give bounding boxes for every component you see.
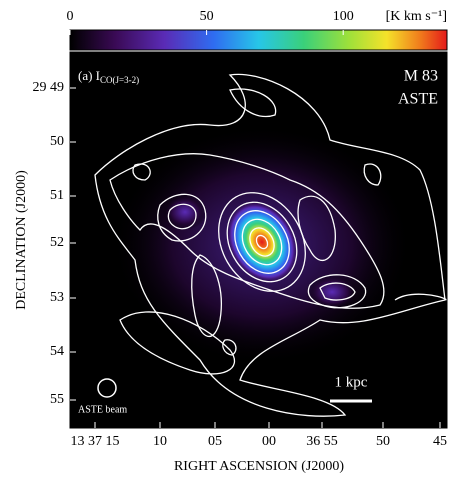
object-name: M 83 [404,68,438,85]
x-tick-label: 45 [433,434,447,449]
beam-label: ASTE beam [78,404,127,415]
y-tick-label: 54 [50,344,64,359]
contours [94,73,447,417]
panel-frame [69,51,448,429]
colorbar [69,29,448,51]
y-axis-title: DECLINATION (J2000) [14,170,29,310]
telescope-name: ASTE [398,91,438,108]
bar-end-emission [163,194,207,230]
x-axis-title: RIGHT ASCENSION (J2000) [174,459,344,474]
x-tick-label: 36 55 [306,434,338,449]
panel-label-sub: CO(J=3-2) [100,75,139,85]
y-tick-label: 52 [50,235,64,250]
emission-map [94,73,447,417]
x-tick-label: 10 [153,434,167,449]
colorbar-tick-label: 0 [67,9,74,24]
y-tick-label: 53 [50,290,64,305]
colorbar-tick-label: 50 [200,9,214,24]
scale-bar-label: 1 kpc [335,374,368,390]
x-tick-label: 50 [376,434,390,449]
x-tick-label: 05 [208,434,222,449]
panel-label: (a) ICO(J=3-2) [78,68,139,85]
colorbar-tick-label: 100 [333,9,354,24]
beam [97,378,117,398]
y-tick-label: 55 [50,392,64,407]
y-tick-label: 51 [50,188,64,203]
nucleus-emission [227,202,297,282]
x-tick-label: 00 [262,434,276,449]
panel-label-main: (a) I [78,68,100,83]
y-tick-label: 50 [50,134,64,149]
bar-end-emission [306,274,358,310]
x-tick-label: 13 37 15 [71,434,120,449]
colorbar-unit: [K km s⁻¹] [386,9,447,24]
y-tick-label: 29 49 [33,80,65,95]
